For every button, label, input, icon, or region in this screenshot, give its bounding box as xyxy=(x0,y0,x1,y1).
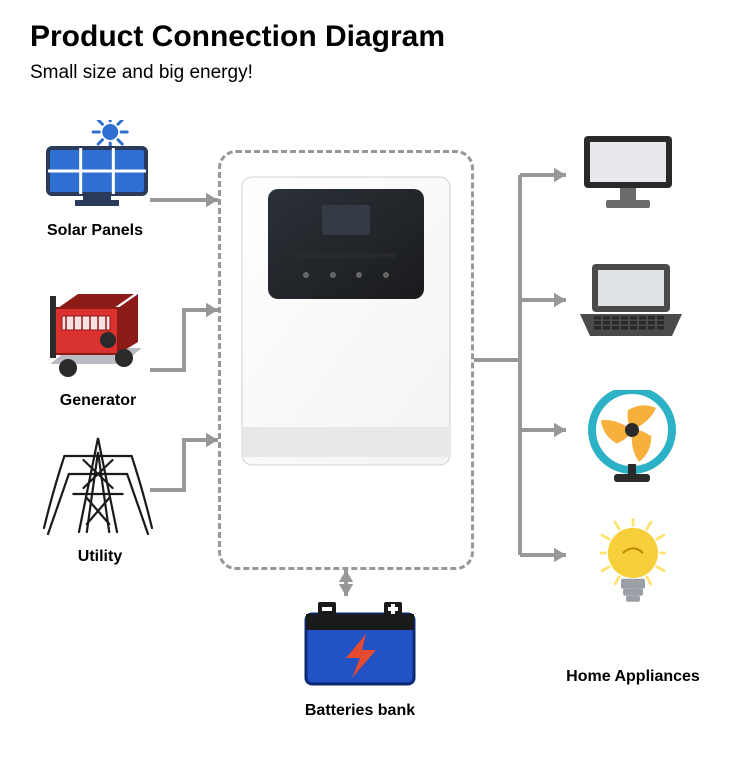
arrow-inverter-battery xyxy=(330,554,362,612)
solar-panel-label: Solar Panels xyxy=(30,222,160,240)
arrow-utility-to-inverter xyxy=(134,424,234,506)
arrow-solar-to-inverter xyxy=(134,184,234,216)
inverter-device-icon xyxy=(240,175,452,467)
page-title: Product Connection Diagram xyxy=(30,20,445,54)
generator-label: Generator xyxy=(48,392,148,410)
battery-label: Batteries bank xyxy=(300,702,420,720)
monitor-icon xyxy=(578,132,678,212)
lightbulb-icon xyxy=(600,518,666,610)
appliances-label: Home Appliances xyxy=(548,668,718,686)
utility-label: Utility xyxy=(60,548,140,566)
arrow-inverter-to-appliances xyxy=(458,159,580,571)
arrow-generator-to-inverter xyxy=(134,294,234,386)
fan-icon xyxy=(586,390,678,482)
laptop-icon xyxy=(576,262,686,340)
page-subtitle: Small size and big energy! xyxy=(30,62,253,84)
